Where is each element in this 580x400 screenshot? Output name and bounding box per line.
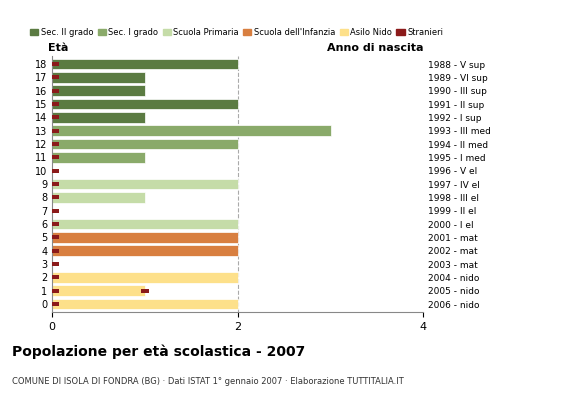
Bar [52, 195, 59, 200]
Bar [52, 302, 59, 306]
Bar [52, 125, 331, 136]
Text: Anno di nascita: Anno di nascita [327, 44, 423, 54]
Bar [52, 222, 59, 226]
Bar [52, 115, 59, 120]
Bar [52, 152, 145, 163]
Bar [52, 288, 59, 293]
Bar [52, 102, 59, 106]
Bar [52, 208, 59, 213]
Bar [52, 218, 238, 230]
Bar [52, 298, 238, 310]
Bar [52, 155, 59, 160]
Bar [141, 288, 149, 293]
Bar [52, 88, 59, 93]
Bar [52, 272, 238, 283]
Bar [52, 192, 145, 203]
Bar [52, 128, 59, 133]
Text: Età: Età [49, 44, 69, 54]
Bar [52, 58, 238, 70]
Bar [52, 262, 59, 266]
Bar [52, 72, 145, 83]
Bar [52, 178, 238, 190]
Bar [52, 232, 238, 243]
Bar [52, 85, 145, 96]
Bar [52, 275, 59, 280]
Bar [52, 168, 59, 173]
Bar [52, 248, 59, 253]
Bar [52, 245, 238, 256]
Text: COMUNE DI ISOLA DI FONDRA (BG) · Dati ISTAT 1° gennaio 2007 · Elaborazione TUTTI: COMUNE DI ISOLA DI FONDRA (BG) · Dati IS… [12, 377, 403, 386]
Bar [52, 75, 59, 80]
Bar [52, 285, 145, 296]
Bar [52, 138, 238, 150]
Bar [52, 62, 59, 66]
Bar [52, 98, 238, 110]
Legend: Sec. II grado, Sec. I grado, Scuola Primaria, Scuola dell'Infanzia, Asilo Nido, : Sec. II grado, Sec. I grado, Scuola Prim… [27, 24, 447, 40]
Bar [52, 235, 59, 240]
Bar [52, 112, 145, 123]
Bar [52, 142, 59, 146]
Bar [52, 182, 59, 186]
Text: Popolazione per età scolastica - 2007: Popolazione per età scolastica - 2007 [12, 344, 305, 359]
